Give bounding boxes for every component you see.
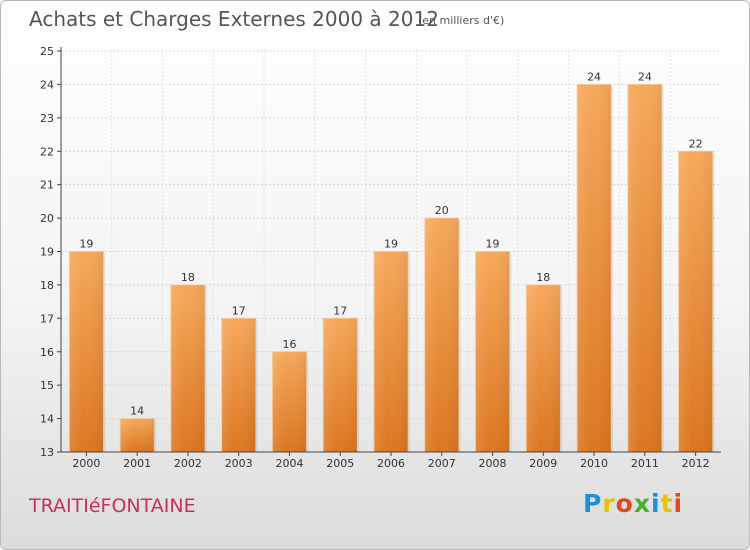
y-tick-label: 22 bbox=[40, 145, 54, 158]
logo-letter: P bbox=[583, 489, 603, 518]
proxiti-logo: Proxiti bbox=[583, 489, 683, 518]
y-tick-label: 14 bbox=[40, 413, 54, 426]
bar-highlight bbox=[69, 251, 104, 452]
x-tick-label: 2000 bbox=[72, 457, 100, 470]
chart-subtitle: (en milliers d'€) bbox=[418, 14, 505, 27]
bar-highlight bbox=[627, 84, 662, 453]
x-tick-label: 2001 bbox=[123, 457, 151, 470]
data-label: 16 bbox=[282, 338, 296, 351]
x-tick-label: 2003 bbox=[225, 457, 253, 470]
bar-highlight bbox=[120, 418, 155, 452]
y-tick-label: 18 bbox=[40, 279, 54, 292]
x-tick-label: 2011 bbox=[631, 457, 659, 470]
x-tick-label: 2006 bbox=[377, 457, 405, 470]
y-tick-label: 23 bbox=[40, 112, 54, 125]
x-tick-label: 2007 bbox=[428, 457, 456, 470]
logo-letter: r bbox=[602, 489, 616, 518]
data-label: 18 bbox=[181, 271, 195, 284]
y-tick-label: 20 bbox=[40, 212, 54, 225]
bar-highlight bbox=[424, 218, 459, 452]
y-tick-label: 19 bbox=[40, 246, 54, 259]
y-tick-label: 24 bbox=[40, 78, 54, 91]
bar-highlight bbox=[323, 318, 358, 452]
data-label: 18 bbox=[536, 271, 550, 284]
y-tick-label: 21 bbox=[40, 179, 54, 192]
data-label: 24 bbox=[587, 70, 601, 83]
bar-highlight bbox=[374, 251, 408, 452]
logo-letter: i bbox=[673, 489, 684, 518]
commune-name: TRAITIéFONTAINE bbox=[29, 495, 196, 517]
data-label: 19 bbox=[79, 238, 93, 251]
data-label: 17 bbox=[333, 304, 347, 317]
x-tick-label: 2002 bbox=[174, 457, 202, 470]
x-tick-label: 2009 bbox=[529, 457, 557, 470]
chart-title: Achats et Charges Externes 2000 à 2012 bbox=[29, 7, 439, 31]
bar-highlight bbox=[170, 284, 205, 452]
data-label: 19 bbox=[384, 238, 398, 251]
bar-highlight bbox=[577, 84, 612, 453]
x-tick-label: 2012 bbox=[682, 457, 710, 470]
y-tick-label: 13 bbox=[40, 446, 54, 459]
logo-letter: t bbox=[660, 489, 674, 518]
x-tick-label: 2005 bbox=[326, 457, 354, 470]
data-label: 20 bbox=[435, 204, 449, 217]
y-tick-label: 25 bbox=[40, 45, 54, 58]
bar-highlight bbox=[526, 284, 561, 452]
logo-letter: x bbox=[633, 489, 651, 518]
x-tick-label: 2004 bbox=[275, 457, 303, 470]
x-tick-label: 2008 bbox=[479, 457, 507, 470]
logo-letter: o bbox=[615, 489, 634, 518]
bar-highlight bbox=[678, 151, 713, 452]
data-label: 24 bbox=[638, 70, 652, 83]
bar-highlight bbox=[221, 318, 256, 452]
y-tick-label: 16 bbox=[40, 346, 54, 359]
data-label: 22 bbox=[689, 137, 703, 150]
axes: 13 14 15 16 17 18 19 20 21 22 23 24 25 2000 2001 2002 20… bbox=[40, 45, 721, 470]
bar-highlight bbox=[475, 251, 510, 452]
bar-highlight bbox=[272, 351, 307, 452]
data-label: 19 bbox=[486, 238, 500, 251]
y-tick-label: 17 bbox=[40, 312, 54, 325]
bars bbox=[68, 84, 715, 453]
logo-letter: i bbox=[651, 489, 661, 518]
y-tick-label: 15 bbox=[40, 379, 54, 392]
x-tick-label: 2010 bbox=[580, 457, 608, 470]
data-label: 17 bbox=[232, 304, 246, 317]
data-label: 14 bbox=[130, 405, 144, 418]
data-labels: 19 14 18 17 16 17 19 20 19 18 24 24 22 bbox=[79, 70, 702, 417]
